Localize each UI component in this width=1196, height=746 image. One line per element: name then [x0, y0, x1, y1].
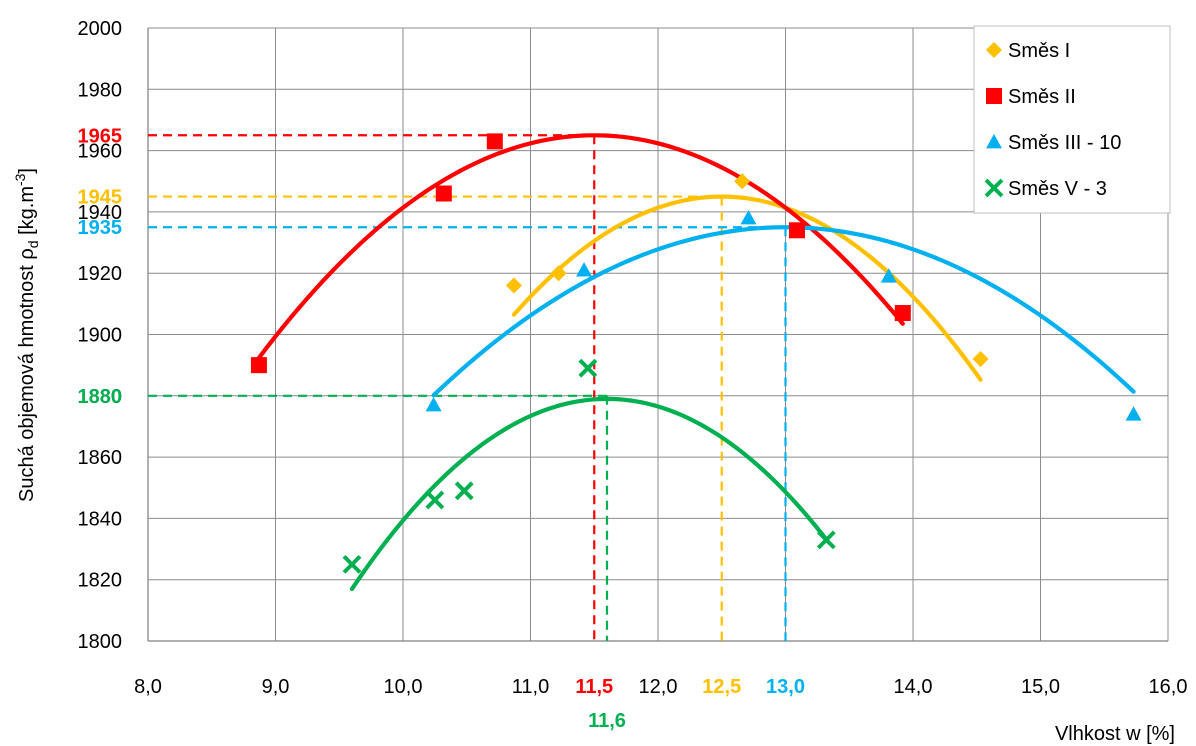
x-tick-label: 15,0	[1021, 676, 1060, 698]
y-tick-label: 1960	[78, 141, 123, 163]
y-tick-label: 1940	[78, 202, 123, 224]
data-point	[1125, 406, 1142, 421]
legend: Směs I Směs II Směs III - 10 Směs V - 3	[973, 25, 1171, 214]
data-point	[505, 277, 522, 294]
callout-y-label: 1945	[78, 187, 123, 209]
x-tick-label: 8,0	[134, 676, 162, 698]
legend-label: Směs I	[1008, 40, 1070, 62]
y-axis-title: Suchá objemová hmotnost ρd [kg.m-3]	[12, 168, 41, 502]
callout-y-label: 1965	[78, 125, 123, 147]
callout-lines	[148, 134, 787, 641]
legend-label: Směs II	[1008, 86, 1076, 108]
legend-marker	[984, 178, 1004, 198]
y-axis-title-sup: -3	[12, 173, 28, 186]
data-point	[816, 530, 836, 550]
y-axis-title-sub: d	[25, 240, 41, 248]
data-point	[894, 305, 911, 322]
data-point	[740, 210, 757, 225]
callout-x-label: 13,0	[766, 676, 805, 698]
y-tick-label: 1880	[78, 386, 123, 408]
data-point	[425, 396, 442, 412]
x-tick-label: 11,0	[512, 676, 549, 698]
data-point	[250, 357, 267, 374]
data-point	[972, 351, 989, 368]
x-marker-stroke	[454, 481, 474, 501]
callout-y-label: 1880	[78, 386, 123, 408]
x-marker-stroke	[578, 358, 598, 378]
data-point	[550, 265, 567, 282]
legend-box	[973, 25, 1171, 214]
y-tick-label: 1840	[78, 508, 123, 530]
trend-line	[511, 194, 983, 382]
trend-line	[431, 225, 1136, 398]
y-axis-title-close: ]	[16, 168, 38, 174]
x-tick-label: 10,0	[384, 676, 423, 698]
data-point	[880, 268, 897, 283]
x-marker-stroke	[984, 178, 1004, 198]
y-axis-title-main: Suchá objemová hmotnost ρ	[16, 248, 38, 502]
y-tick-label: 1980	[78, 79, 123, 101]
data-point	[454, 481, 474, 501]
x-tick-label: 9,0	[262, 676, 290, 698]
callout-y-label: 1935	[78, 217, 123, 239]
data-point	[578, 358, 598, 378]
legend-label: Směs III - 10	[1008, 132, 1121, 154]
callout-labels: 1965 11,5 1945 12,5 1935 13,0 1880 11,6	[78, 125, 805, 732]
x-marker-stroke	[816, 530, 836, 550]
x-axis-title: Vlhkost w [%]	[1055, 723, 1175, 745]
data-point	[576, 262, 593, 277]
callout-x-label: 11,5	[575, 676, 613, 698]
y-tick-label: 1800	[78, 631, 123, 653]
trend-line	[256, 133, 905, 360]
legend-marker	[986, 134, 1002, 149]
y-tick-label: 1920	[78, 263, 123, 285]
callout-x-label: 11,6	[588, 710, 626, 732]
x-tick-label: 12,0	[639, 676, 678, 698]
tick-labels: 8,0 9,0 10,0 11,0 12,0 14,0 15,0 16,0 1800 1820 18…	[78, 18, 1188, 698]
x-tick-label: 16,0	[1149, 676, 1188, 698]
trend-line	[349, 396, 829, 591]
callout-x-label: 12,5	[702, 676, 741, 698]
legend-marker	[986, 88, 1002, 104]
y-axis-title-unit: [kg.m	[16, 186, 38, 240]
trend-lines	[256, 133, 1136, 591]
y-tick-label: 1820	[78, 570, 123, 592]
legend-label: Směs V - 3	[1008, 178, 1107, 200]
data-point	[435, 185, 452, 202]
x-tick-label: 14,0	[894, 676, 933, 698]
data-point	[734, 173, 751, 190]
y-tick-label: 1860	[78, 447, 123, 469]
data-point	[788, 222, 805, 239]
data-point	[342, 554, 362, 574]
y-tick-label: 1900	[78, 325, 123, 347]
x-marker-stroke	[425, 490, 445, 510]
data-point	[486, 133, 503, 150]
legend-items: Směs I Směs II Směs III - 10 Směs V - 3	[984, 40, 1121, 200]
y-tick-label: 2000	[78, 18, 123, 40]
data-point	[425, 490, 445, 510]
data-points	[250, 133, 1142, 574]
x-marker-stroke	[342, 554, 362, 574]
legend-marker	[986, 42, 1002, 58]
